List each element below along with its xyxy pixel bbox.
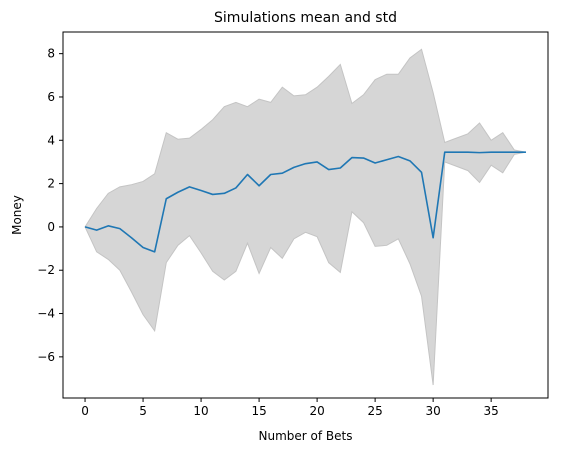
x-tick-label: 15 (251, 404, 266, 418)
x-tick-label: 10 (193, 404, 208, 418)
x-ticks: 0 5 10 15 20 25 30 35 (81, 398, 499, 418)
std-band-area (84, 48, 527, 386)
mean-line (84, 151, 526, 253)
x-tick-label: 20 (309, 404, 324, 418)
y-tick-label: −4 (37, 307, 55, 321)
y-tick-label: −6 (37, 350, 55, 364)
x-tick-label: 30 (425, 404, 440, 418)
x-tick-label: 35 (484, 404, 499, 418)
y-tick-label: 0 (47, 220, 55, 234)
plot-frame (62, 31, 549, 399)
std-band-layer (84, 48, 527, 386)
chart-title: Simulations mean and std (214, 10, 397, 26)
y-axis-label: Money (10, 195, 24, 235)
y-tick-label: 2 (47, 177, 55, 191)
y-ticks: −6 −4 −2 0 2 4 6 8 (37, 47, 63, 364)
mean-line-layer (84, 151, 526, 253)
x-tick-label: 0 (81, 404, 89, 418)
x-axis-label: Number of Bets (259, 429, 353, 443)
y-tick-label: 8 (47, 47, 55, 61)
x-tick-label: 5 (139, 404, 147, 418)
x-tick-label: 25 (367, 404, 382, 418)
y-tick-label: −2 (37, 263, 55, 277)
y-tick-label: 6 (47, 90, 55, 104)
y-tick-label: 4 (47, 133, 55, 147)
